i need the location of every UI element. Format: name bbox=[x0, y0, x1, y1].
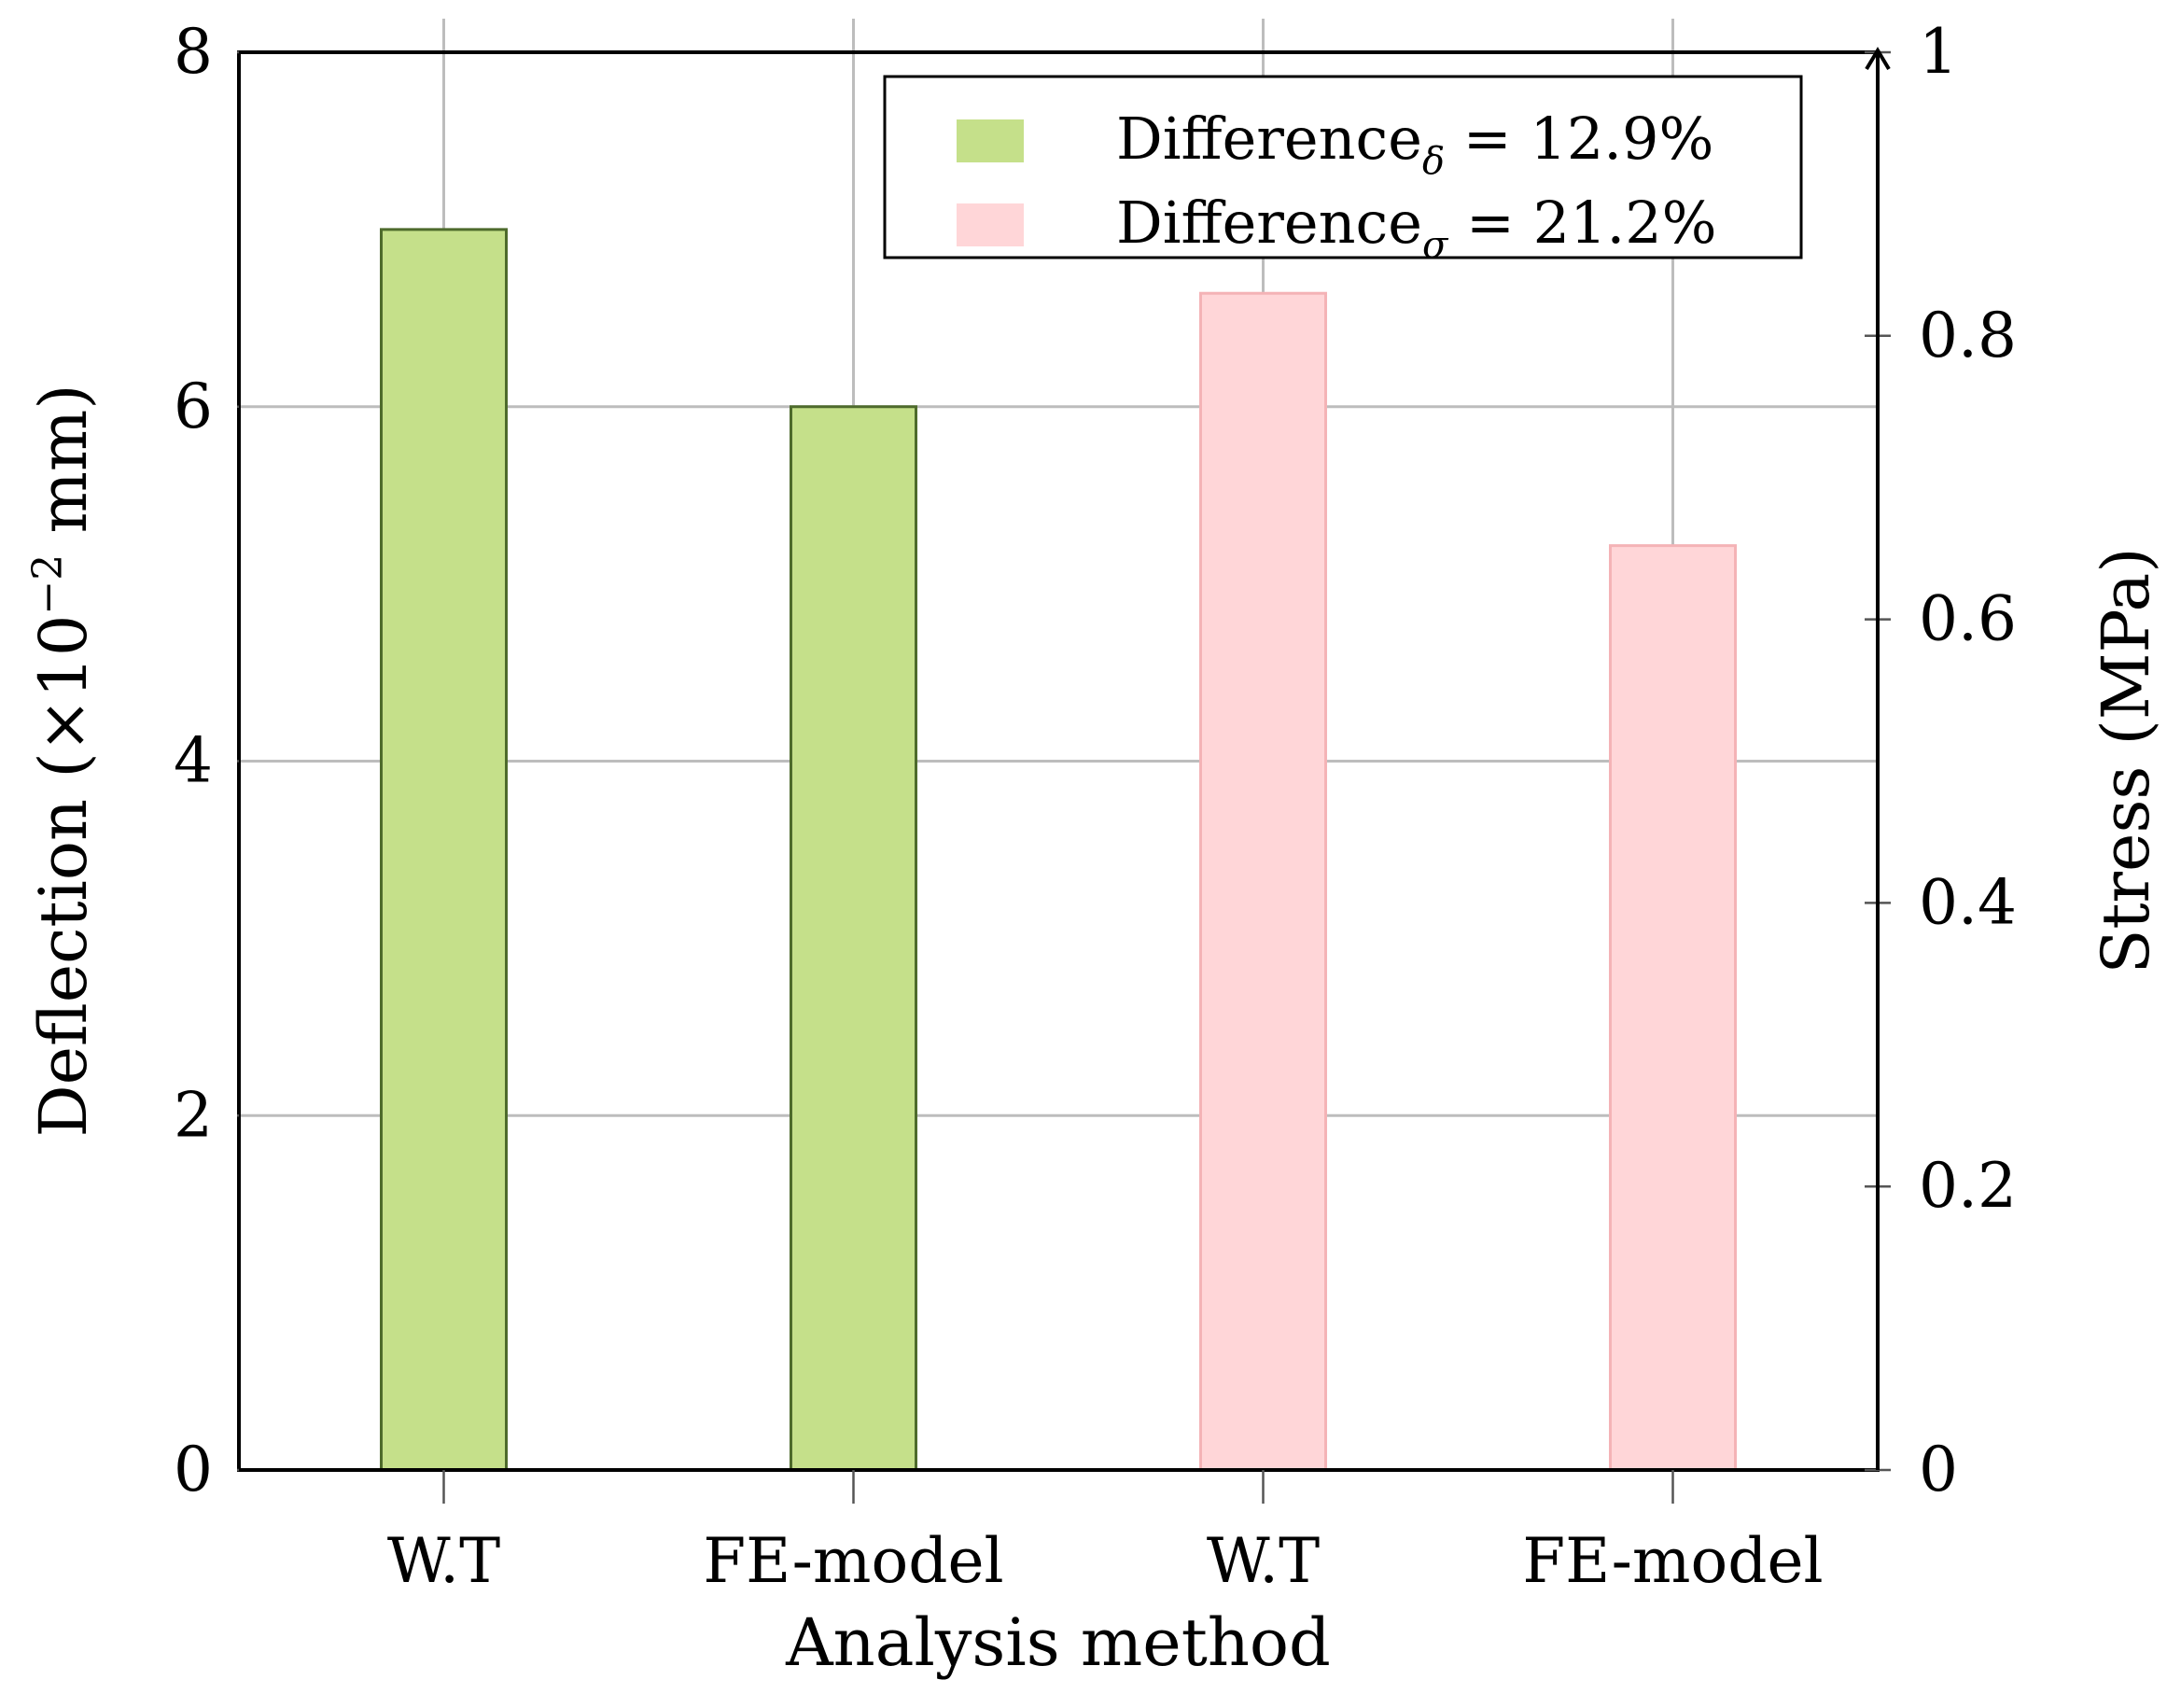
y-axis-title-left: Deflection (×10−2 mm) bbox=[24, 384, 102, 1137]
legend: Differenceδ = 12.9% Differenceσ = 21.2% bbox=[883, 75, 1803, 267]
x-tick-label: FE-model bbox=[703, 1525, 1003, 1597]
x-tick-label: W.T bbox=[1207, 1525, 1320, 1597]
y-right-tick-label: 1 bbox=[1919, 16, 1958, 88]
x-tick-label: W.T bbox=[387, 1525, 500, 1597]
y-left-tick-label: 6 bbox=[174, 371, 213, 442]
legend-deflection-value: = 12.9% bbox=[1445, 105, 1713, 173]
y-axis-title-left-unit: mm) bbox=[25, 384, 102, 553]
x-axis-title: Analysis method bbox=[785, 1604, 1331, 1681]
y-right-tick-label: 0.6 bbox=[1919, 583, 2017, 655]
legend-label-stress: Differenceσ = 21.2% bbox=[1116, 189, 1717, 267]
legend-box bbox=[883, 75, 1803, 259]
legend-swatch-stress bbox=[957, 203, 1024, 246]
y-axis-title-left-exponent: −2 bbox=[24, 554, 72, 615]
bar-deflection-1 bbox=[790, 405, 917, 1472]
right-axis-arrow bbox=[1865, 47, 1891, 71]
legend-deflection-subscript: δ bbox=[1422, 140, 1445, 183]
x-tick-label: FE-model bbox=[1522, 1525, 1823, 1597]
y-left-tick-label: 0 bbox=[174, 1434, 213, 1505]
legend-deflection-name: Difference bbox=[1116, 105, 1422, 173]
y-right-tick-label: 0.8 bbox=[1919, 300, 2017, 371]
y-axis-title-left-main: Deflection (×10 bbox=[25, 615, 102, 1138]
bars-layer bbox=[380, 228, 1737, 1472]
legend-label-deflection: Differenceδ = 12.9% bbox=[1116, 105, 1713, 183]
legend-stress-name: Difference bbox=[1116, 189, 1422, 257]
y-left-tick-label: 4 bbox=[174, 725, 213, 797]
legend-stress-subscript: σ bbox=[1422, 224, 1449, 267]
bar-stress-3 bbox=[1609, 544, 1737, 1472]
bar-deflection-0 bbox=[380, 228, 508, 1472]
y-right-tick-label: 0.2 bbox=[1919, 1150, 2017, 1222]
y-left-tick-label: 8 bbox=[174, 16, 213, 88]
legend-stress-value: = 21.2% bbox=[1447, 189, 1716, 257]
y-right-tick-label: 0.4 bbox=[1919, 866, 2017, 938]
y-axis-title-right: Stress (MPa) bbox=[2088, 547, 2164, 973]
legend-swatch-deflection bbox=[957, 119, 1024, 162]
y-right-tick-label: 0 bbox=[1919, 1434, 1958, 1505]
bar-stress-2 bbox=[1199, 291, 1327, 1472]
y-left-tick-label: 2 bbox=[174, 1079, 213, 1151]
